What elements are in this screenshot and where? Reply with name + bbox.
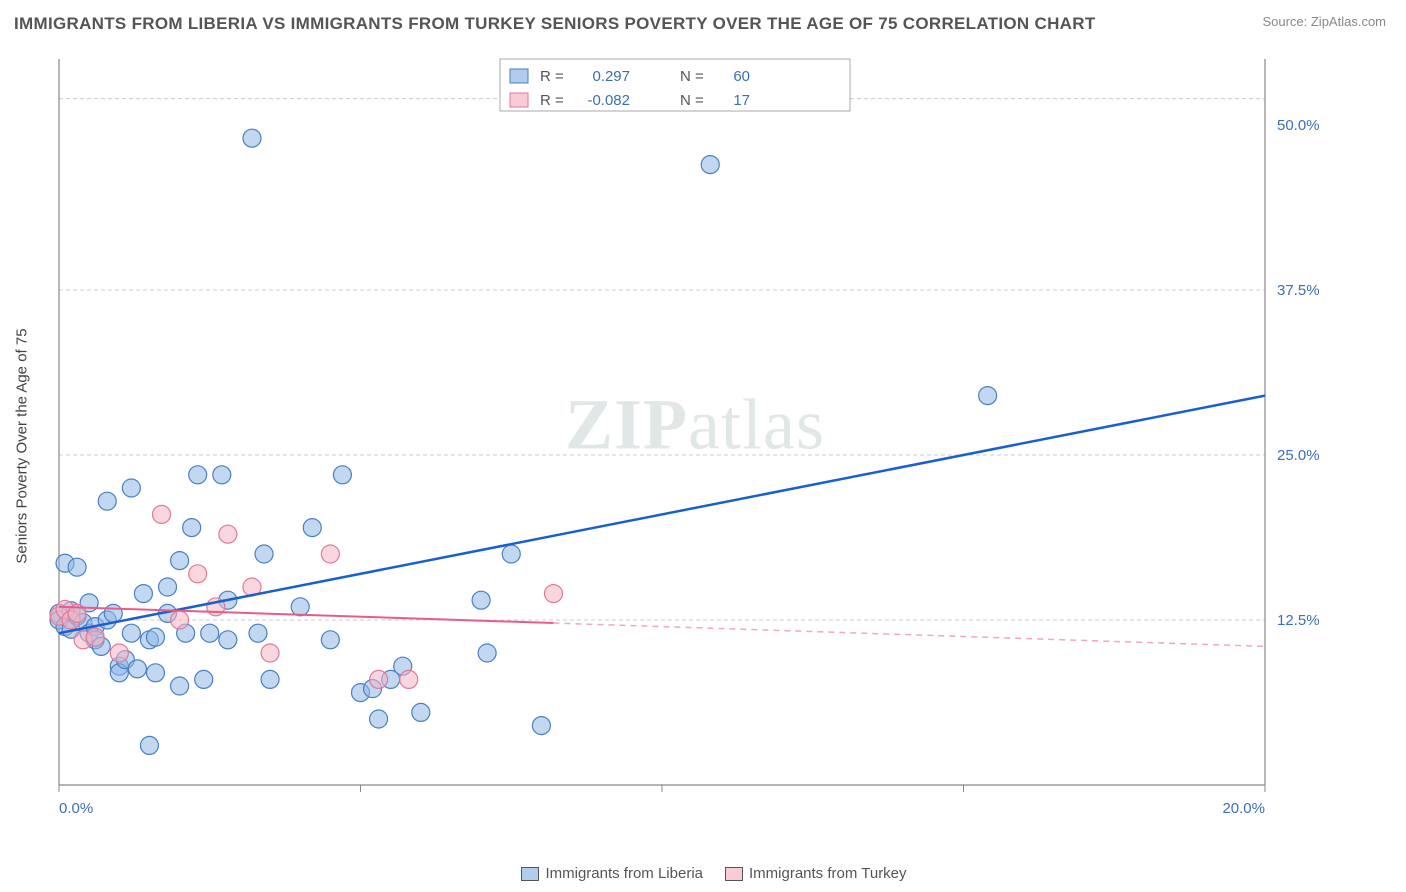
legend-r-label: R = [540,92,564,109]
data-point [412,703,430,721]
data-point [243,129,261,147]
data-point [701,156,719,174]
data-point [532,717,550,735]
data-point [146,664,164,682]
source-label: Source: ZipAtlas.com [1262,14,1386,29]
data-point [261,670,279,688]
chart-title: IMMIGRANTS FROM LIBERIA VS IMMIGRANTS FR… [14,14,1096,34]
x-tick-label: 0.0% [59,800,93,817]
data-point [472,591,490,609]
legend-n-value: 17 [733,92,750,109]
scatter-svg: 12.5% 25.0% 37.5% 50.0% 0.0% 20.0% R = 0.297 N =… [55,55,1335,825]
legend-n-label: N = [680,68,704,85]
data-point [171,677,189,695]
data-point [140,736,158,754]
data-point [213,466,231,484]
data-point [321,545,339,563]
data-point [104,604,122,622]
data-point [333,466,351,484]
data-point [544,585,562,603]
data-point [189,565,207,583]
data-point [195,670,213,688]
legend-swatch [521,867,539,881]
legend-swatch [510,93,528,107]
data-point [68,558,86,576]
data-point [146,628,164,646]
data-point [122,624,140,642]
data-point [291,598,309,616]
legend-r-value: -0.082 [587,92,630,109]
legend-swatch [510,69,528,83]
data-point [86,628,104,646]
legend-n-label: N = [680,92,704,109]
y-tick-label: 37.5% [1277,282,1320,299]
data-point [502,545,520,563]
y-tick-label: 12.5% [1277,612,1320,629]
y-tick-label: 50.0% [1277,117,1320,134]
y-tick-label: 25.0% [1277,447,1320,464]
data-point [303,519,321,537]
x-tick-label: 20.0% [1222,800,1265,817]
data-point [128,660,146,678]
x-axis-legend: Immigrants from Liberia Immigrants from T… [0,865,1406,882]
data-point [400,670,418,688]
trend-line [59,396,1265,634]
data-point [122,479,140,497]
data-point [134,585,152,603]
plot-area: 12.5% 25.0% 37.5% 50.0% 0.0% 20.0% R = 0.297 N =… [55,55,1335,825]
y-axis-label: Seniors Poverty Over the Age of 75 [14,328,31,563]
data-point [370,710,388,728]
data-point [261,644,279,662]
data-point [219,525,237,543]
data-point [159,578,177,596]
data-point [979,387,997,405]
legend-r-label: R = [540,68,564,85]
data-point [183,519,201,537]
legend-swatch [725,867,743,881]
data-point [171,611,189,629]
data-point [189,466,207,484]
data-point [370,670,388,688]
legend-n-value: 60 [733,68,750,85]
data-point [153,505,171,523]
data-point [219,631,237,649]
legend-r-value: 0.297 [592,68,630,85]
data-point [249,624,267,642]
data-point [255,545,273,563]
data-point [201,624,219,642]
legend-series-label: Immigrants from Liberia [545,865,703,882]
data-point [98,492,116,510]
trend-line-dash [553,623,1265,646]
data-point [321,631,339,649]
chart-container: IMMIGRANTS FROM LIBERIA VS IMMIGRANTS FR… [0,0,1406,892]
legend-series-label: Immigrants from Turkey [749,865,907,882]
data-point [110,644,128,662]
data-point [478,644,496,662]
data-point [171,552,189,570]
